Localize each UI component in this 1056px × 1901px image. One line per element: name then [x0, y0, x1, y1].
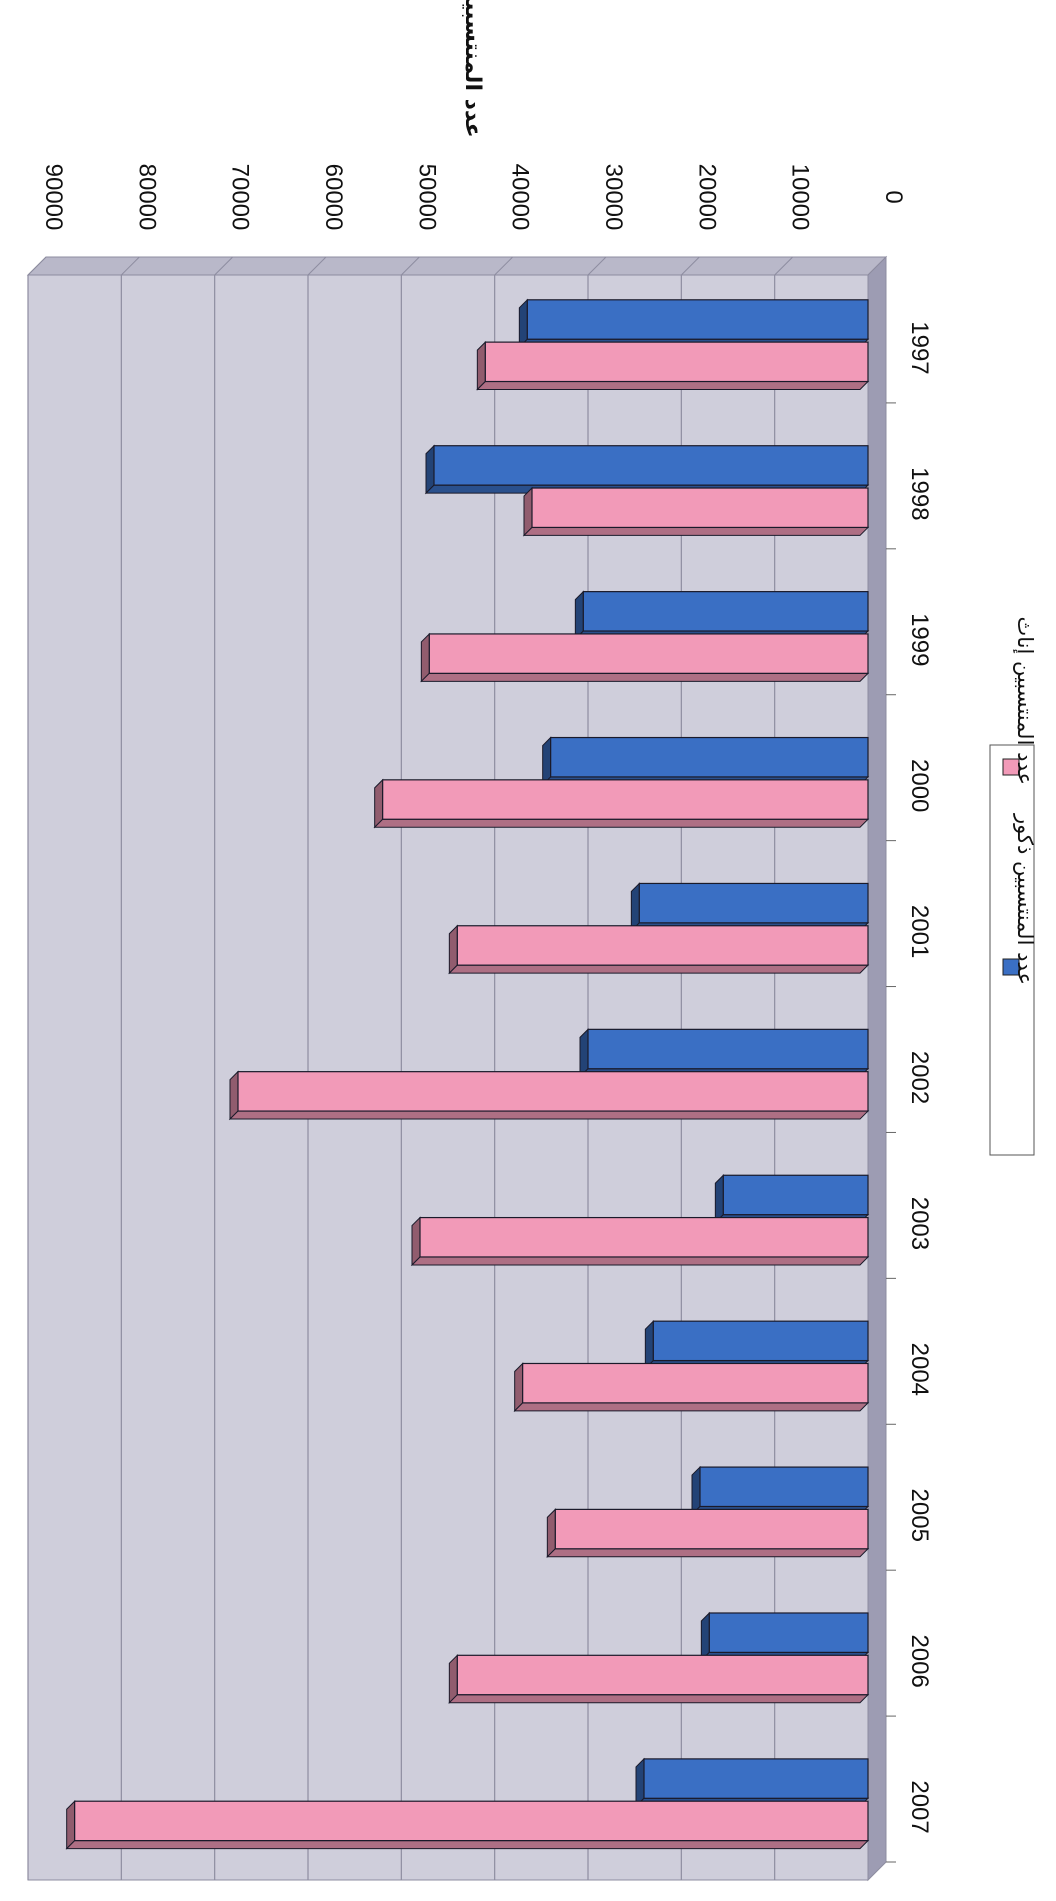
bar-1998-female [524, 488, 868, 535]
value-tick-label: 60000 [320, 164, 347, 231]
category-tick-label: 2005 [906, 1489, 933, 1542]
bar-front-face [429, 634, 868, 673]
category-tick-label: 2003 [906, 1197, 933, 1250]
bar-side-face [449, 1695, 868, 1703]
value-axis-label: عدد المنتسبين [460, 0, 485, 138]
category-tick-label: 2004 [906, 1343, 933, 1396]
plot-area [28, 257, 886, 1880]
bar-front-face [639, 883, 868, 922]
bar-front-face [700, 1467, 868, 1506]
bar-2004-male [645, 1321, 868, 1368]
value-tick-label: 50000 [413, 164, 440, 231]
bar-front-face [420, 1218, 868, 1257]
bar-front-face [723, 1175, 868, 1214]
bar-2005-female [547, 1509, 868, 1556]
legend-label-male: عدد المنتسبين ذكور [1013, 813, 1037, 985]
bar-1998-male [426, 446, 868, 493]
value-tick-label: 40000 [507, 164, 534, 231]
value-tick-label: 80000 [133, 164, 160, 231]
bar-2007-female [67, 1801, 868, 1848]
value-axis-ticks: 0 10000 20000 30000 40000 50000 60000 70000 8000… [40, 164, 907, 231]
category-tick-label: 1997 [906, 321, 933, 374]
bar-front-face [644, 1759, 868, 1798]
bar-front-face [457, 926, 868, 965]
category-tick-label: 2001 [906, 905, 933, 958]
bar-2006-male [701, 1613, 868, 1660]
bar-2003-male [715, 1175, 868, 1222]
value-tick-label: 90000 [40, 164, 67, 231]
bar-front-face [583, 592, 868, 631]
category-tick-label: 2006 [906, 1634, 933, 1687]
bar-front-face [653, 1321, 868, 1360]
bar-2002-male [580, 1029, 868, 1076]
bar-front-face [485, 342, 868, 381]
bar-front-face [709, 1613, 868, 1652]
bar-side-face [67, 1841, 868, 1849]
bar-2007-male [636, 1759, 868, 1806]
bar-front-face [238, 1072, 868, 1111]
bar-front-face [551, 738, 868, 777]
bar-front-face [383, 780, 868, 819]
bar-side-face [375, 819, 868, 827]
value-tick-label: 30000 [600, 164, 627, 231]
value-tick-label: 10000 [787, 164, 814, 231]
legend: عدد المنتسبين إناث عدد المنتسبين ذكور [990, 616, 1037, 1155]
bar-side-face [547, 1549, 868, 1557]
bar-front-face [527, 300, 868, 339]
bar-front-face [588, 1029, 868, 1068]
bar-1999-female [421, 634, 868, 681]
bar-2000-male [543, 738, 868, 785]
bar-2000-female [375, 780, 868, 827]
bar-2005-male [692, 1467, 868, 1514]
category-tick-label: 1998 [906, 467, 933, 520]
bar-front-face [434, 446, 868, 485]
value-tick-label: 20000 [693, 164, 720, 231]
bar-front-face [555, 1509, 868, 1548]
bar-side-face [230, 1111, 868, 1119]
category-tick-label: 2000 [906, 759, 933, 812]
back-wall-top [28, 257, 886, 275]
category-axis-ticks: 1997 1998 1999 2000 2001 2002 2003 2004 2005 2006… [886, 321, 933, 1862]
bar-2001-male [631, 883, 868, 930]
bar-front-face [532, 488, 868, 527]
bar-side-face [477, 382, 868, 390]
bar-2003-female [412, 1218, 868, 1265]
bar-side-face [412, 1257, 868, 1265]
bar-2006-female [449, 1655, 868, 1702]
bar-side-face [421, 673, 868, 681]
bar-side-face [524, 527, 868, 535]
bar-side-face [515, 1403, 868, 1411]
category-tick-label: 1999 [906, 613, 933, 666]
bar-1997-female [477, 342, 868, 389]
value-tick-label: 70000 [227, 164, 254, 231]
bar-front-face [457, 1655, 868, 1694]
bar-front-face [75, 1801, 868, 1840]
bar-1999-male [575, 592, 868, 639]
bar-side-face [449, 965, 868, 973]
value-tick-label: 0 [880, 190, 907, 203]
bar-2004-female [515, 1363, 868, 1410]
legend-label-female: عدد المنتسبين إناث [1012, 616, 1037, 785]
bar-1997-male [519, 300, 868, 347]
category-tick-label: 2007 [906, 1780, 933, 1833]
bar-front-face [523, 1363, 868, 1402]
category-tick-label: 2002 [906, 1051, 933, 1104]
bar-2001-female [449, 926, 868, 973]
floor-wall [868, 257, 886, 1880]
bar-2002-female [230, 1072, 868, 1119]
